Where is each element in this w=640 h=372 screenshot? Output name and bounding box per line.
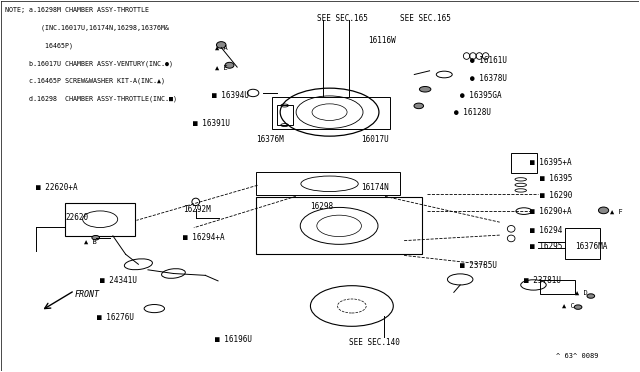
Ellipse shape	[419, 87, 431, 92]
Ellipse shape	[225, 62, 234, 68]
Text: ■ 16294: ■ 16294	[531, 226, 563, 235]
Text: ■ 23781U: ■ 23781U	[524, 276, 561, 285]
Text: ■ 16395: ■ 16395	[540, 174, 572, 183]
Ellipse shape	[587, 294, 595, 298]
Text: ■ 16276U: ■ 16276U	[97, 312, 134, 321]
Text: ^ 63^ 0089: ^ 63^ 0089	[556, 353, 598, 359]
Text: 22620: 22620	[65, 213, 88, 222]
Bar	[540, 280, 575, 294]
Bar	[272, 97, 390, 129]
Text: SEE SEC.165: SEE SEC.165	[317, 13, 368, 22]
Text: ● 16395GA: ● 16395GA	[460, 91, 502, 100]
Bar	[565, 228, 600, 259]
Text: 16298: 16298	[310, 202, 333, 211]
Text: SEE SEC.140: SEE SEC.140	[349, 339, 399, 347]
Text: ■ 16391U: ■ 16391U	[193, 119, 230, 128]
Text: SEE SEC.165: SEE SEC.165	[399, 13, 451, 22]
Text: FRONT: FRONT	[75, 291, 100, 299]
Text: ▲ B: ▲ B	[84, 238, 97, 244]
Text: ● 16161U: ● 16161U	[470, 56, 507, 65]
Text: ■ 16394U: ■ 16394U	[212, 91, 249, 100]
Text: ■ 24341U: ■ 24341U	[100, 276, 137, 285]
Text: ▲ F: ▲ F	[610, 209, 623, 215]
Ellipse shape	[216, 42, 226, 48]
Text: ■ 16290+A: ■ 16290+A	[531, 207, 572, 217]
Bar	[65, 203, 135, 236]
Bar	[256, 172, 399, 195]
Text: ● 16128U: ● 16128U	[454, 108, 491, 117]
Text: ■ 16294+A: ■ 16294+A	[183, 233, 225, 242]
Text: ▲ C: ▲ C	[562, 303, 575, 309]
Ellipse shape	[414, 103, 424, 109]
Text: 16017U: 16017U	[362, 135, 389, 144]
Text: ■ 22620+A: ■ 22620+A	[36, 183, 78, 192]
Text: ■ 16295: ■ 16295	[531, 243, 563, 251]
Text: ■ 16395+A: ■ 16395+A	[531, 157, 572, 167]
Text: ▲ D: ▲ D	[575, 290, 588, 296]
Ellipse shape	[92, 235, 100, 240]
Bar	[511, 153, 537, 173]
Text: 16465P): 16465P)	[4, 42, 72, 49]
Bar	[256, 197, 422, 254]
Text: ● 16378U: ● 16378U	[470, 74, 507, 83]
Text: ■ 16290: ■ 16290	[540, 191, 572, 200]
Text: 16376MA: 16376MA	[575, 243, 607, 251]
Text: 16376M: 16376M	[256, 135, 284, 144]
Text: (INC.16017U,16174N,16298,16376M&: (INC.16017U,16174N,16298,16376M&	[4, 25, 168, 31]
Ellipse shape	[598, 207, 609, 214]
Text: b.16017U CHAMBER ASSY-VENTURY(INC.●): b.16017U CHAMBER ASSY-VENTURY(INC.●)	[4, 60, 173, 67]
Text: ▲ E: ▲ E	[215, 65, 228, 71]
Text: NOTE; a.16298M CHAMBER ASSY-THROTTLE: NOTE; a.16298M CHAMBER ASSY-THROTTLE	[4, 7, 148, 13]
Text: d.16298  CHAMBER ASSY-THROTTLE(INC.■): d.16298 CHAMBER ASSY-THROTTLE(INC.■)	[4, 96, 177, 102]
Text: ▲ A: ▲ A	[215, 45, 228, 51]
Bar	[276, 105, 292, 125]
Text: ■ 16196U: ■ 16196U	[215, 335, 252, 344]
Ellipse shape	[574, 305, 582, 310]
Text: 16292M: 16292M	[183, 205, 211, 215]
Text: 16116W: 16116W	[368, 36, 396, 45]
Text: 16174N: 16174N	[362, 183, 389, 192]
Text: c.16465P SCREW&WASHER KIT-A(INC.▲): c.16465P SCREW&WASHER KIT-A(INC.▲)	[4, 78, 164, 84]
Text: ■ 23785U: ■ 23785U	[460, 261, 497, 270]
